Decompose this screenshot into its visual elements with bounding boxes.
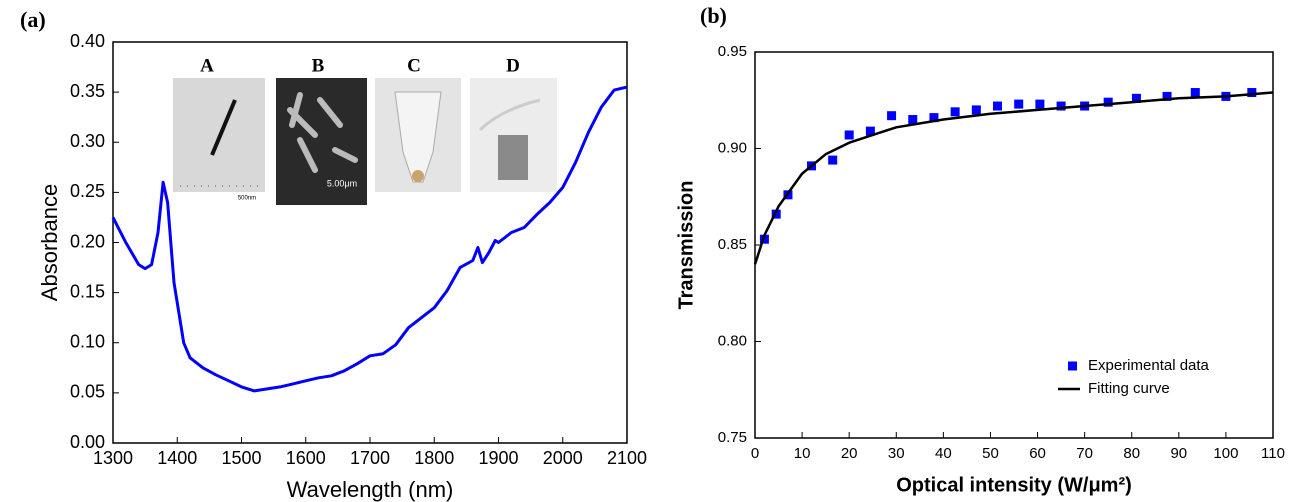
y-tick-label: 0.05 (70, 382, 105, 402)
y-tick-label: 0.00 (70, 432, 105, 452)
data-point (1190, 88, 1200, 98)
scale-label: 500nm (238, 196, 256, 202)
inset-label: A (200, 55, 214, 76)
y-axis-title: Transmission (675, 181, 697, 310)
data-point (865, 126, 875, 136)
data-point (908, 115, 918, 125)
inset-b-rods (287, 92, 358, 173)
data-point (844, 130, 854, 140)
data-point (971, 105, 981, 115)
y-tick-label: 0.95 (718, 43, 747, 60)
inset-d-connector (498, 135, 528, 180)
inset-label: B (312, 55, 325, 76)
data-point (1035, 99, 1045, 109)
data-point (1103, 97, 1113, 107)
y-axis-title: Absorbance (37, 184, 62, 301)
plot-frame (754, 51, 1274, 439)
x-tick-label: 80 (1123, 445, 1140, 462)
legend-label: Experimental data (1088, 357, 1210, 374)
y-tick-label: 0.75 (718, 429, 747, 446)
data-point (1131, 93, 1141, 103)
x-tick-label: 60 (1029, 445, 1046, 462)
x-tick-label: 1800 (414, 448, 454, 468)
y-tick-label: 0.35 (70, 81, 105, 101)
inset-c-sample (412, 170, 424, 182)
data-point (1056, 101, 1066, 111)
data-line (753, 91, 1274, 265)
x-tick-label: 50 (982, 445, 999, 462)
y-tick-label: 0.85 (718, 236, 747, 253)
inset-label: C (407, 55, 421, 76)
x-tick-label: 110 (1261, 445, 1285, 462)
x-tick-label: 100 (1213, 445, 1238, 462)
x-tick-label: 1500 (221, 448, 261, 468)
x-tick-label: 90 (1170, 445, 1187, 462)
y-tick-label: 0.20 (70, 231, 105, 251)
data-point (993, 101, 1003, 111)
inset-c-tube (394, 91, 442, 183)
x-tick-label: 1700 (350, 448, 390, 468)
y-tick-label: 0.15 (70, 281, 105, 301)
data-point (1162, 91, 1172, 101)
data-line (111, 85, 628, 393)
x-tick-label: 2100 (607, 448, 647, 468)
y-tick-label: 0.25 (70, 181, 105, 201)
data-point (929, 113, 939, 123)
inset-d-cable (478, 98, 541, 132)
legend-marker (1068, 361, 1077, 371)
x-tick-label: 10 (794, 445, 811, 462)
data-point (887, 111, 897, 121)
y-tick-label: 0.40 (70, 31, 105, 51)
x-tick-label: 70 (1076, 445, 1093, 462)
data-point (828, 155, 838, 165)
inset-label: D (506, 55, 520, 76)
insets (173, 78, 557, 205)
x-tick-label: 20 (841, 445, 858, 462)
panel-label: (a) (20, 7, 46, 32)
x-tick-label: 0 (751, 445, 759, 462)
x-tick-label: 2000 (543, 448, 583, 468)
y-tick-label: 0.80 (718, 332, 747, 349)
y-tick-label: 0.30 (70, 131, 105, 151)
x-tick-label: 1900 (478, 448, 518, 468)
x-axis-title: Wavelength (nm) (287, 477, 454, 502)
data-point (1014, 99, 1024, 109)
y-tick-label: 0.90 (718, 139, 747, 156)
x-tick-label: 40 (935, 445, 952, 462)
data-point (1247, 88, 1257, 98)
x-tick-label: 1400 (157, 448, 197, 468)
y-tick-label: 0.10 (70, 332, 105, 352)
data-point (771, 209, 781, 219)
scale-label: 5.00μm (327, 178, 357, 188)
legend-label: Fitting curve (1088, 380, 1170, 397)
data-point (950, 107, 960, 117)
x-tick-label: 1600 (286, 448, 326, 468)
panel-label: (b) (700, 3, 727, 28)
x-axis-title: Optical intensity (W/μm²) (896, 474, 1132, 496)
x-tick-label: 1300 (93, 448, 133, 468)
x-tick-label: 30 (888, 445, 905, 462)
inset-a-rod (210, 99, 237, 156)
